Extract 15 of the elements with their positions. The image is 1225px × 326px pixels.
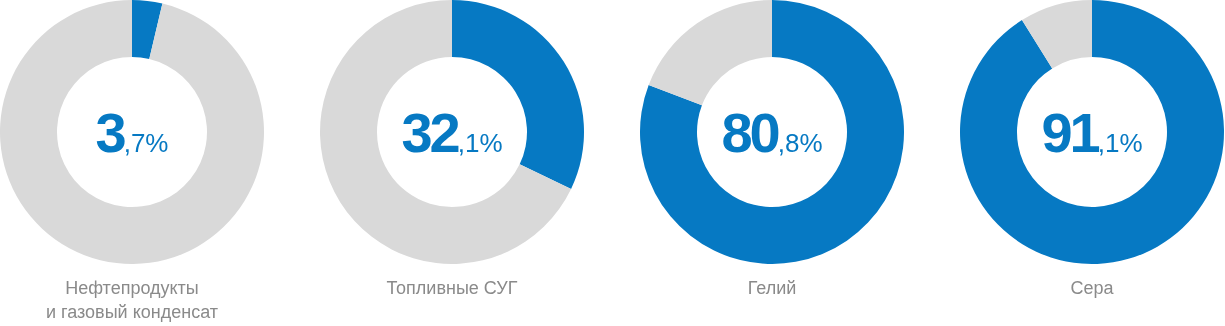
donut-slice: [320, 0, 572, 264]
text: Сера: [1069, 277, 1115, 300]
donut-slice: [1021, 0, 1092, 69]
text: 32,1%: [401, 100, 503, 164]
donut-slice: [648, 0, 772, 106]
text: 3,7%: [95, 100, 169, 164]
text: Гелий: [746, 277, 798, 300]
text: Топливные СУГ: [385, 277, 519, 300]
text: 91,1%: [1041, 100, 1143, 164]
text: 80,8%: [721, 100, 823, 164]
donut-slice: [132, 0, 163, 60]
donut-slice: [640, 0, 904, 264]
donut-slice: [960, 0, 1224, 264]
text: Нефтепродукты и газовый конденсат: [45, 277, 219, 324]
donut-slice: [0, 0, 264, 264]
